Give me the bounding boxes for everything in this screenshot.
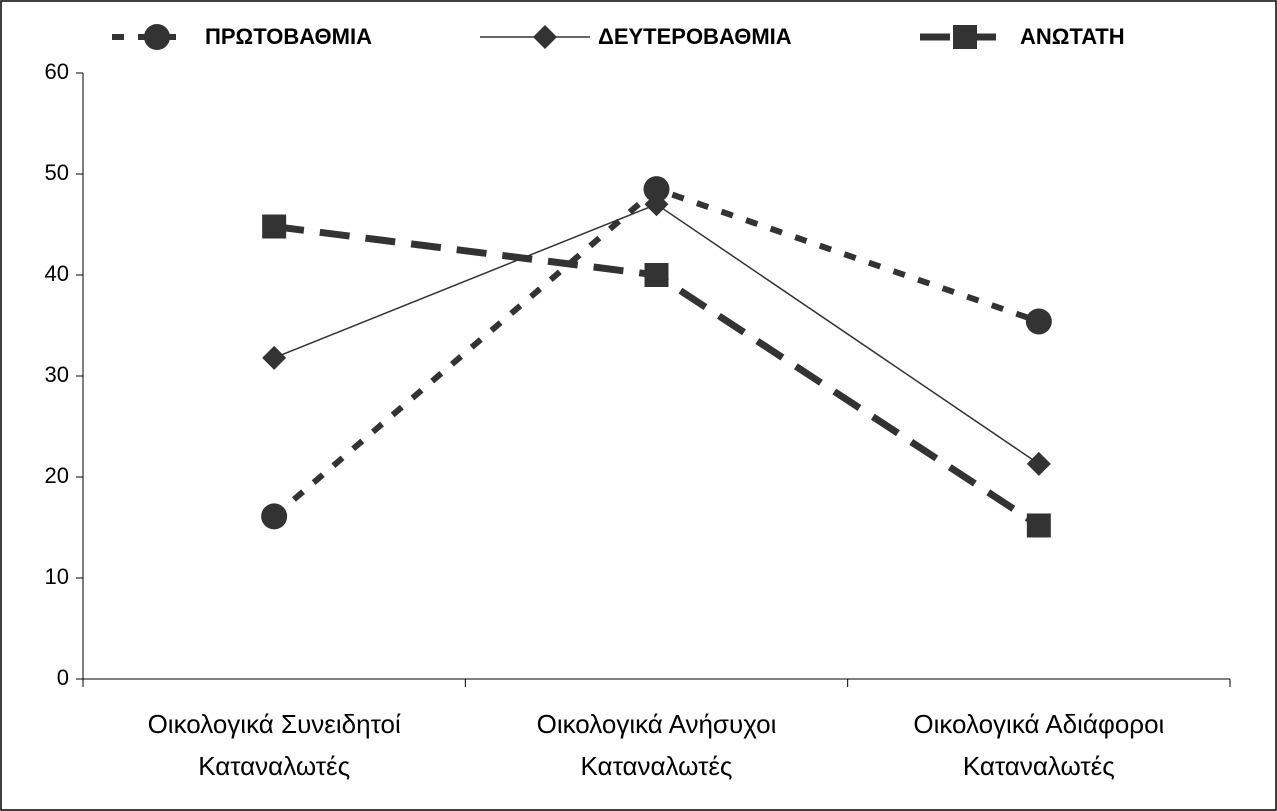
data-point bbox=[644, 192, 669, 217]
x-tick-label: Καταναλωτές bbox=[963, 751, 1115, 781]
data-point bbox=[261, 503, 288, 530]
x-tick-label: Οικολογικά Αδιάφοροι bbox=[913, 709, 1164, 739]
y-tick-label: 40 bbox=[45, 261, 69, 286]
x-tick-label: Οικολογικά Συνειδητοί bbox=[148, 709, 401, 739]
y-tick-label: 30 bbox=[45, 362, 69, 387]
data-point bbox=[1025, 308, 1052, 335]
legend-label: ΠΡΩΤΟΒΑΘΜΙΑ bbox=[205, 24, 372, 49]
x-tick-label: Καταναλωτές bbox=[198, 751, 350, 781]
legend-marker bbox=[953, 25, 977, 49]
y-tick-label: 50 bbox=[45, 160, 69, 185]
data-point bbox=[1026, 513, 1051, 538]
legend-label: ΔΕΥΤΕΡΟΒΑΘΜΙΑ bbox=[598, 24, 792, 49]
data-point bbox=[644, 263, 669, 287]
data-point bbox=[262, 345, 287, 370]
legend-marker bbox=[533, 25, 557, 49]
x-tick-label: Οικολογικά Ανήσυχοι bbox=[537, 709, 777, 739]
legend-marker bbox=[144, 24, 170, 50]
data-point bbox=[643, 176, 670, 203]
data-point bbox=[1026, 451, 1051, 476]
y-tick-label: 10 bbox=[45, 564, 69, 589]
y-tick-label: 20 bbox=[45, 463, 69, 488]
legend-label: ΑΝΩΤΑΤΗ bbox=[1020, 24, 1125, 49]
data-point bbox=[262, 214, 287, 239]
y-tick-label: 60 bbox=[45, 59, 69, 84]
x-tick-label: Καταναλωτές bbox=[581, 751, 733, 781]
y-tick-label: 0 bbox=[57, 665, 69, 690]
